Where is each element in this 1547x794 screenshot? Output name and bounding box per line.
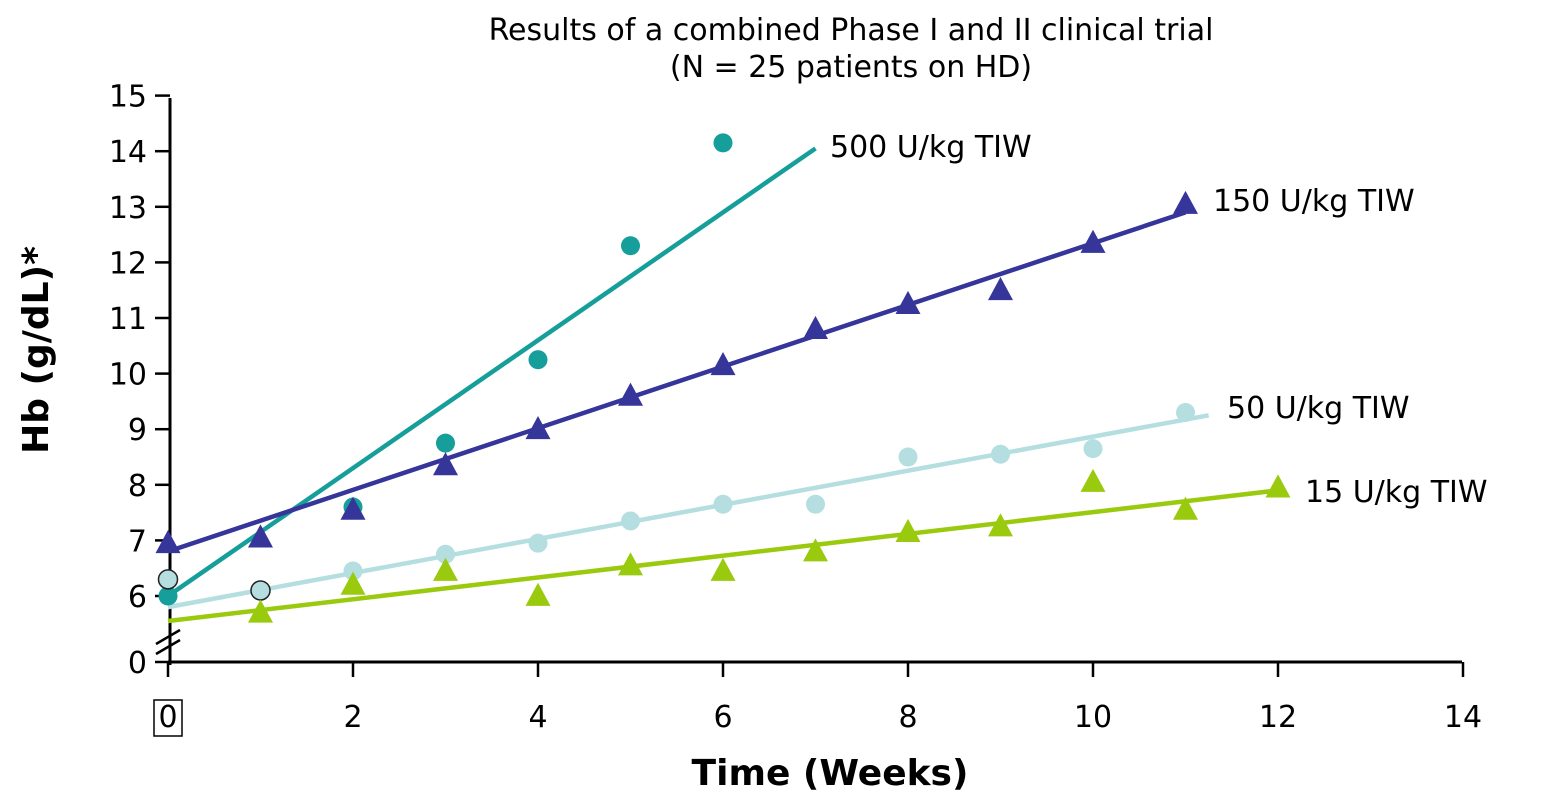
data-point [436,544,455,564]
data-point [618,382,643,406]
data-point [1176,403,1195,423]
data-point [621,236,640,256]
data-point [803,315,828,340]
data-point [710,352,736,376]
data-point [436,433,455,453]
data-point [1265,474,1291,498]
trend-line [167,413,1210,610]
y-tick-label: 7 [128,524,147,559]
y-tick-label: 8 [128,469,147,504]
data-point [803,538,828,562]
data-point [988,513,1013,537]
y-tick-label: 14 [109,135,147,170]
data-point [157,569,179,590]
data-point [806,494,825,514]
data-point [1080,229,1106,253]
x-tick-label: 12 [1259,700,1297,735]
axes: 0 6 7 8 9 10 11 12 13 14 15 0 2 4 6 8 10 12 14 [109,80,1482,737]
data-point [433,452,458,476]
y-tick-label: 15 [109,80,147,115]
series-labels: 500 U/kg TIW 150 U/kg TIW 50 U/kg TIW 15 U/… [830,130,1488,510]
data-point [158,586,178,606]
data-point [1173,190,1198,214]
data-point [155,529,181,554]
x-tick-label: 14 [1444,700,1482,735]
data-point [710,557,736,581]
data-point [525,416,551,440]
data-point [621,511,640,531]
x-axis-title: Time (Weeks) [692,753,969,794]
y-tick-label: 6 [128,580,147,615]
data-point [525,582,551,606]
trend-line [167,210,1187,554]
y-tick-label: 0 [128,646,147,681]
data-point [988,277,1013,301]
data-point [713,133,733,153]
data-point [248,599,273,623]
data-point [528,533,548,553]
data-point [991,444,1010,464]
data-point [1173,496,1198,520]
data-point [433,557,458,581]
y-axis-title: Hb (g/dL)* [16,246,57,454]
x-tick-label: 2 [343,700,362,735]
data-point [340,571,366,595]
x-tick-label: 8 [898,700,917,735]
series-label: 500 U/kg TIW [830,130,1032,165]
trend-line [166,146,817,598]
y-tick-label: 11 [109,302,147,337]
axis-break-mark [155,628,181,646]
trend-lines [166,146,1279,624]
x-tick-label: 0 [158,700,177,735]
data-point [250,580,271,601]
series-label: 15 U/kg TIW [1305,475,1488,510]
y-tick-label: 10 [109,358,147,393]
y-tick-label: 9 [128,413,147,448]
data-point [248,524,273,548]
series-label: 150 U/kg TIW [1213,184,1415,219]
chart-title: Results of a combined Phase I and II cli… [489,13,1214,48]
x-tick-label: 10 [1074,700,1112,735]
data-points [155,133,1291,623]
x-tick-label: 4 [528,700,547,735]
x-tick-label: 6 [713,700,732,735]
data-point [343,561,363,581]
x-tick-zero-box [153,699,183,737]
y-tick-label: 13 [109,191,147,226]
data-point [895,290,921,314]
data-point [528,350,548,370]
data-point [898,447,918,467]
data-point [1083,439,1103,459]
data-point [713,494,733,514]
chart-subtitle: (N = 25 patients on HD) [670,50,1032,85]
series-label: 50 U/kg TIW [1227,391,1410,426]
data-point [1080,468,1106,492]
y-tick-label: 12 [109,246,147,281]
trend-line [167,488,1279,624]
axis-break-mark [155,638,181,656]
data-point [618,552,643,576]
data-point [895,518,921,542]
data-point [340,496,366,520]
